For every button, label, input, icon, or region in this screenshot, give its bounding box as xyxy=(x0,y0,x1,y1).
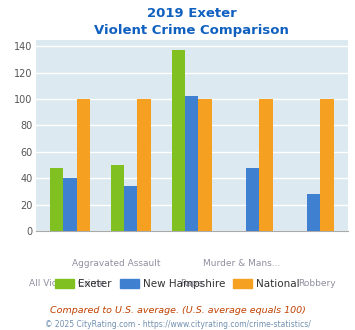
Text: Rape: Rape xyxy=(180,279,203,288)
Bar xyxy=(63,178,77,231)
Bar xyxy=(185,96,198,231)
Text: All Violent Crime: All Violent Crime xyxy=(29,279,105,288)
Bar xyxy=(171,50,185,231)
Bar xyxy=(77,99,90,231)
Bar xyxy=(124,186,137,231)
Bar xyxy=(260,99,273,231)
Bar xyxy=(198,99,212,231)
Bar xyxy=(246,168,260,231)
Text: Murder & Mans...: Murder & Mans... xyxy=(203,259,280,268)
Text: Compared to U.S. average. (U.S. average equals 100): Compared to U.S. average. (U.S. average … xyxy=(50,306,305,315)
Title: 2019 Exeter
Violent Crime Comparison: 2019 Exeter Violent Crime Comparison xyxy=(94,7,289,37)
Text: © 2025 CityRating.com - https://www.cityrating.com/crime-statistics/: © 2025 CityRating.com - https://www.city… xyxy=(45,320,310,329)
Bar xyxy=(320,99,334,231)
Bar xyxy=(137,99,151,231)
Text: Robbery: Robbery xyxy=(298,279,335,288)
Bar xyxy=(50,168,63,231)
Text: Aggravated Assault: Aggravated Assault xyxy=(72,259,161,268)
Bar xyxy=(307,194,320,231)
Legend: Exeter, New Hampshire, National: Exeter, New Hampshire, National xyxy=(51,275,304,293)
Bar xyxy=(111,165,124,231)
